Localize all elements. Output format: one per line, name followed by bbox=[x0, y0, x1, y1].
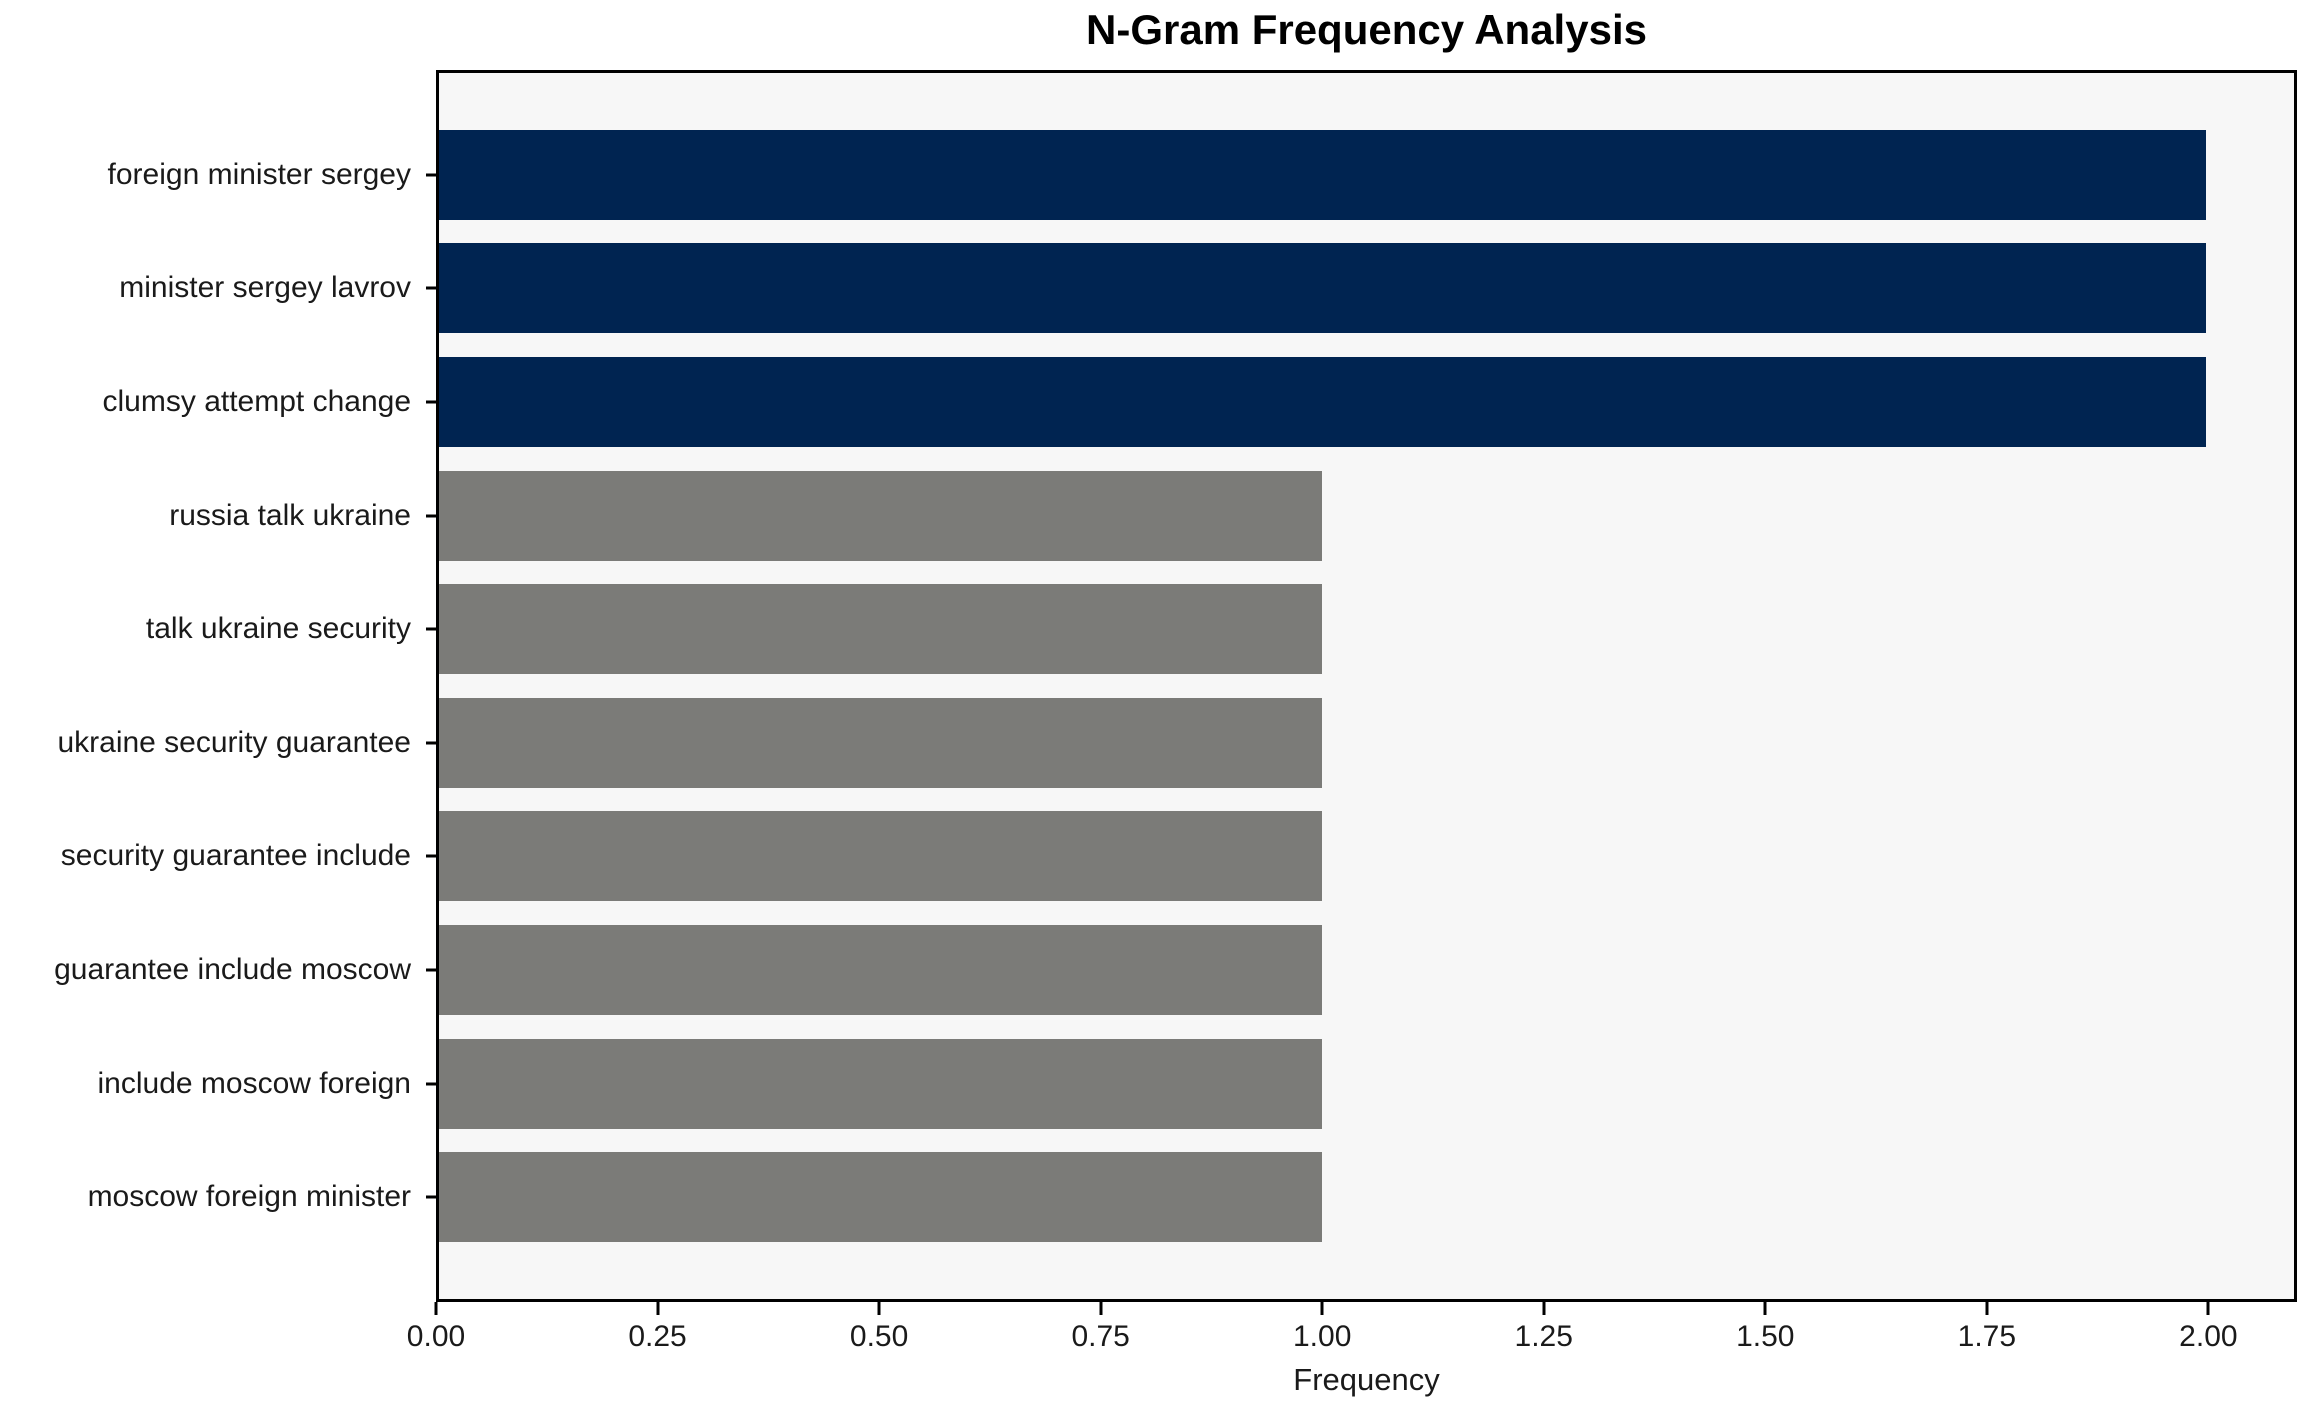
bar bbox=[439, 924, 1323, 1015]
y-tick-label: guarantee include moscow bbox=[54, 952, 411, 986]
y-tick-label: ukraine security guarantee bbox=[57, 725, 411, 759]
bar-row: security guarantee include bbox=[61, 800, 2294, 914]
bar bbox=[439, 356, 2206, 447]
chart-title: N-Gram Frequency Analysis bbox=[1086, 6, 1647, 53]
bar bbox=[439, 697, 1323, 788]
bar-row: include moscow foreign bbox=[98, 1027, 2294, 1141]
bar-row: russia talk ukraine bbox=[169, 459, 2294, 573]
y-tick-label: moscow foreign minister bbox=[87, 1180, 411, 1214]
y-tick-label: talk ukraine security bbox=[145, 612, 411, 646]
y-tick-mark bbox=[426, 741, 439, 745]
x-tick-label: 0.25 bbox=[628, 1320, 687, 1353]
bar bbox=[439, 470, 1323, 561]
y-tick-mark bbox=[426, 400, 439, 404]
y-tick-mark bbox=[426, 1082, 439, 1086]
plot-area: foreign minister sergey minister sergey l… bbox=[54, 70, 2297, 1302]
bar-row: ukraine security guarantee bbox=[57, 686, 2294, 800]
y-tick-mark bbox=[426, 968, 439, 972]
y-tick-label: russia talk ukraine bbox=[169, 498, 411, 532]
y-tick-mark bbox=[426, 286, 439, 290]
y-tick-label: clumsy attempt change bbox=[102, 384, 411, 418]
bar bbox=[439, 1038, 1323, 1129]
x-tick-label: 1.00 bbox=[1292, 1320, 1352, 1353]
x-tick-mark bbox=[1985, 1302, 1989, 1315]
bar-row: guarantee include moscow bbox=[54, 913, 2294, 1027]
x-tick-label: 1.75 bbox=[1957, 1320, 2017, 1353]
x-tick-mark bbox=[1542, 1302, 1546, 1315]
x-tick-label: 0.50 bbox=[849, 1320, 909, 1353]
bar-row: talk ukraine security bbox=[146, 572, 2294, 686]
x-tick-label: 1.25 bbox=[1514, 1320, 1573, 1353]
y-tick-mark bbox=[426, 173, 439, 177]
x-tick-label: 1.50 bbox=[1736, 1320, 1795, 1353]
x-tick-label: 0.00 bbox=[406, 1320, 466, 1353]
x-tick-mark bbox=[1099, 1302, 1103, 1315]
y-tick-mark bbox=[426, 854, 439, 858]
bar bbox=[439, 243, 2206, 334]
y-tick-mark bbox=[426, 514, 439, 518]
y-tick-mark bbox=[426, 627, 439, 631]
x-tick-mark bbox=[434, 1302, 438, 1315]
bar bbox=[439, 584, 1323, 675]
x-tick-mark bbox=[1320, 1302, 1324, 1315]
bar-row: clumsy attempt change bbox=[103, 345, 2294, 459]
bar bbox=[439, 129, 2206, 220]
bar-row: foreign minister sergey bbox=[108, 118, 2294, 232]
bar bbox=[439, 811, 1323, 902]
bars-container: foreign minister sergey minister sergey l… bbox=[54, 73, 2294, 1299]
bar bbox=[439, 1152, 1323, 1243]
x-tick-mark bbox=[656, 1302, 660, 1315]
y-tick-mark bbox=[426, 1195, 439, 1199]
x-tick-label: 0.75 bbox=[1071, 1320, 1130, 1353]
y-tick-label: include moscow foreign bbox=[97, 1066, 412, 1100]
x-tick-mark bbox=[2206, 1302, 2210, 1315]
x-tick-mark bbox=[1763, 1302, 1767, 1315]
x-axis-label: Frequency bbox=[1293, 1362, 1440, 1397]
x-tick-mark bbox=[877, 1302, 881, 1315]
bar-row: moscow foreign minister bbox=[88, 1140, 2294, 1254]
bar-row: minister sergey lavrov bbox=[119, 232, 2294, 346]
x-tick-label: 2.00 bbox=[2179, 1320, 2238, 1353]
y-tick-label: minister sergey lavrov bbox=[119, 271, 411, 305]
y-tick-label: security guarantee include bbox=[60, 839, 411, 873]
y-tick-label: foreign minister sergey bbox=[107, 157, 411, 191]
